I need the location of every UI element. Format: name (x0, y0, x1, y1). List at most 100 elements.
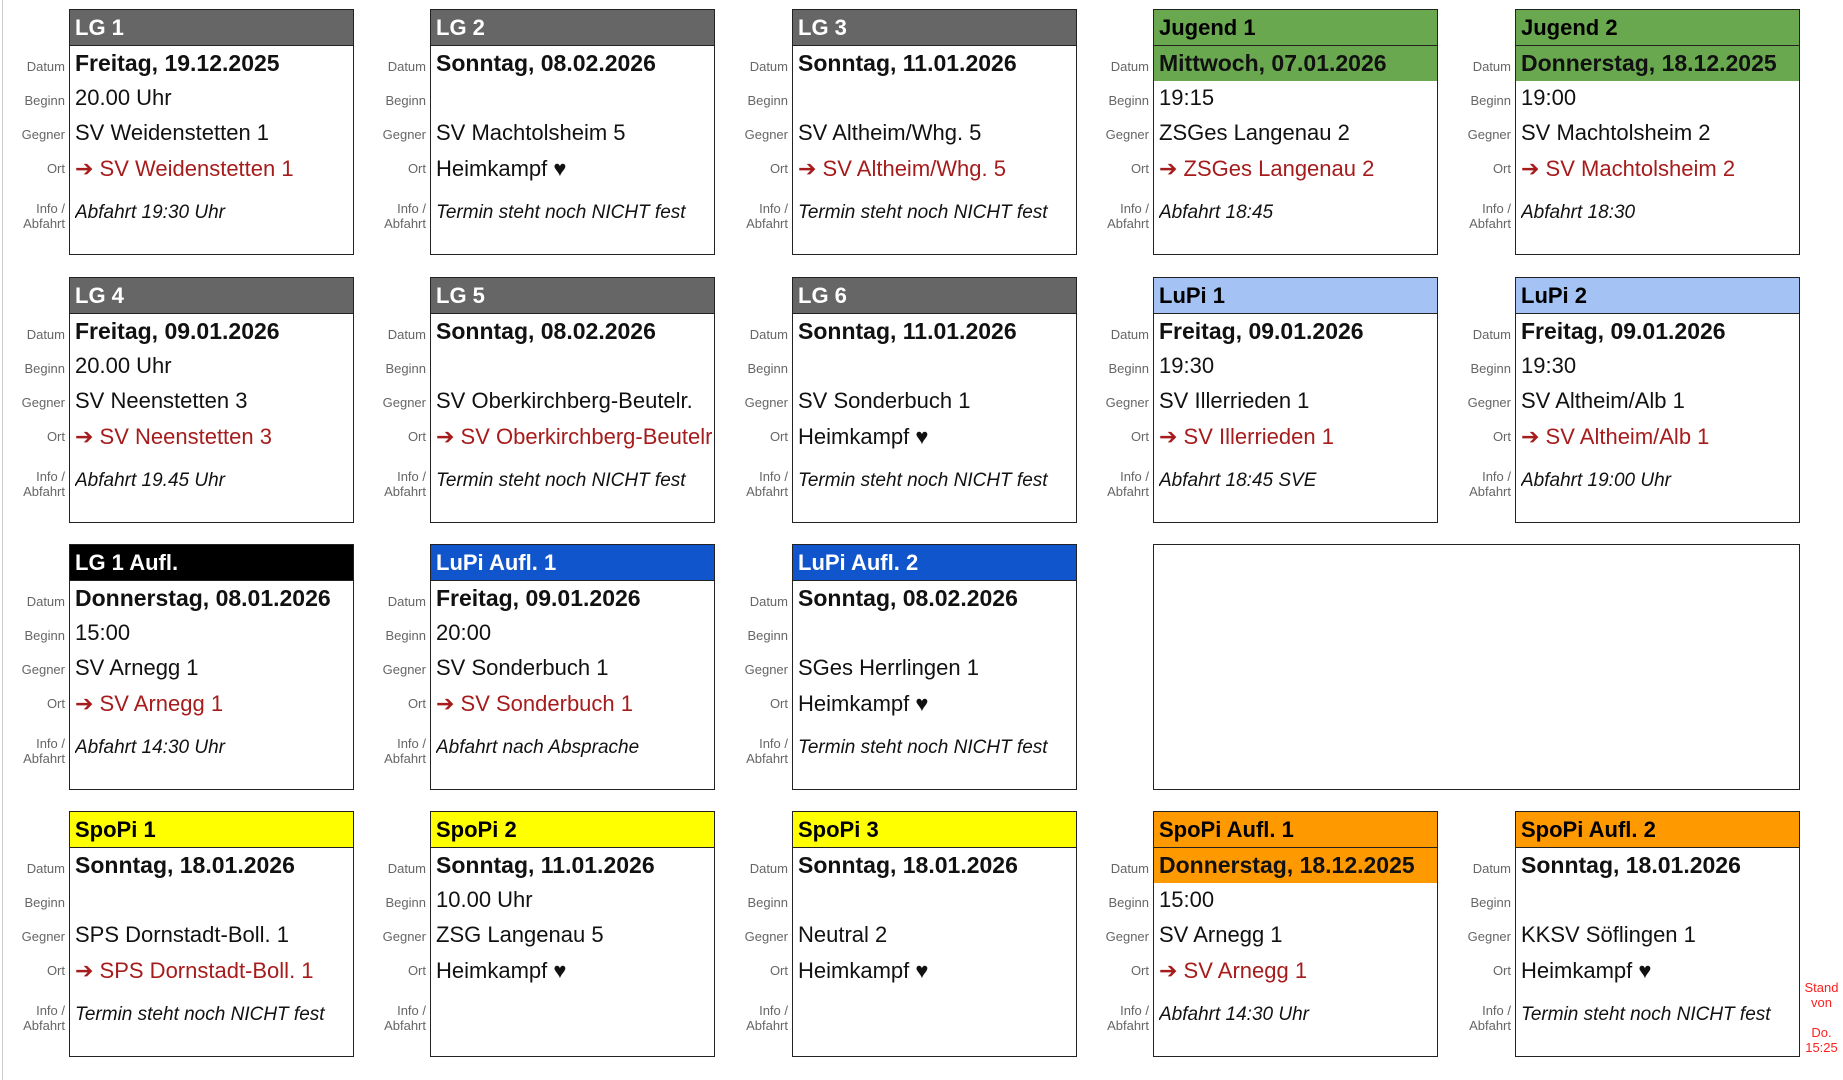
match-card: LG 4 Freitag, 09.01.2026 20.00 Uhr SV Neens… (69, 277, 354, 523)
card-title: LG 5 (431, 278, 714, 314)
date-highlight (1516, 46, 1799, 81)
label-beginn: Beginn (1470, 93, 1511, 108)
match-opponent: Neutral 2 (798, 922, 888, 947)
label-info2: Abfahrt (23, 216, 65, 231)
match-info: Abfahrt 19:30 Uhr (75, 202, 225, 223)
label-info2: Abfahrt (384, 751, 426, 766)
match-date: Freitag, 09.01.2026 (1521, 318, 1726, 344)
match-date: Sonntag, 11.01.2026 (798, 318, 1017, 344)
match-date: Sonntag, 08.02.2026 (436, 318, 656, 344)
match-date: Freitag, 09.01.2026 (436, 585, 641, 611)
match-info: Abfahrt 18:30 (1521, 202, 1636, 223)
left-border (2, 0, 3, 1080)
match-begin: 15:00 (1159, 887, 1215, 912)
label-gegner: Gegner (744, 127, 788, 142)
row-labels: Datum Beginn Gegner Ort Info / Abfahrt (724, 277, 788, 523)
label-info2: Abfahrt (384, 216, 426, 231)
match-begin: 19:30 (1521, 353, 1577, 378)
row-labels: Datum Beginn Gegner Ort Info / Abfahrt (724, 544, 788, 790)
row-labels: Datum Beginn Gegner Ort Info / Abfahrt (1, 544, 65, 790)
match-info: Termin steht noch NICHT fest (436, 202, 686, 223)
match-opponent: SV Machtolsheim 2 (1521, 120, 1711, 145)
match-location: Heimkampf ♥ (798, 958, 929, 983)
label-gegner: Gegner (1105, 395, 1149, 410)
label-datum: Datum (26, 861, 65, 876)
match-begin: 15:00 (75, 620, 131, 645)
label-info2: Abfahrt (1469, 484, 1511, 499)
label-gegner: Gegner (382, 929, 426, 944)
match-location: ➔ SV Altheim/Alb 1 (1521, 424, 1710, 449)
match-info: Abfahrt 14:30 Uhr (75, 737, 225, 758)
row-labels: Datum Beginn Gegner Ort Info / Abfahrt (1447, 9, 1511, 255)
match-info: Abfahrt 19.45 Uhr (75, 470, 225, 491)
card-title: LuPi 1 (1154, 278, 1437, 314)
label-info1: Info / (36, 736, 65, 751)
label-info1: Info / (1482, 469, 1511, 484)
card-title: LuPi Aufl. 2 (793, 545, 1076, 581)
label-info2: Abfahrt (1107, 1018, 1149, 1033)
row-labels: Datum Beginn Gegner Ort Info / Abfahrt (362, 544, 426, 790)
label-ort: Ort (769, 161, 788, 176)
label-gegner: Gegner (382, 127, 426, 142)
label-datum: Datum (1472, 59, 1511, 74)
match-date: Sonntag, 11.01.2026 (798, 50, 1017, 76)
label-info2: Abfahrt (384, 1018, 426, 1033)
match-info: Termin steht noch NICHT fest (436, 470, 686, 491)
label-datum: Datum (749, 594, 788, 609)
label-gegner: Gegner (744, 395, 788, 410)
label-gegner: Gegner (21, 929, 65, 944)
match-opponent: SGes Herrlingen 1 (798, 655, 979, 680)
card-title: LuPi Aufl. 1 (431, 545, 714, 581)
match-card: LuPi Aufl. 2 Sonntag, 08.02.2026 SGes Herr… (792, 544, 1077, 790)
label-ort: Ort (769, 963, 788, 978)
label-beginn: Beginn (1470, 895, 1511, 910)
match-card: SpoPi Aufl. 1 Donnerstag, 18.12.2025 15:00… (1153, 811, 1438, 1057)
label-ort: Ort (1130, 429, 1149, 444)
label-ort: Ort (407, 429, 426, 444)
match-date: Donnerstag, 18.12.2025 (1521, 50, 1777, 76)
label-gegner: Gegner (382, 662, 426, 677)
label-info2: Abfahrt (1107, 484, 1149, 499)
card-title: LuPi 2 (1516, 278, 1799, 314)
label-gegner: Gegner (21, 127, 65, 142)
match-location: ➔ SV Machtolsheim 2 (1521, 156, 1736, 181)
match-begin: 19:30 (1159, 353, 1215, 378)
match-opponent: SV Altheim/Whg. 5 (798, 120, 982, 145)
label-info1: Info / (36, 469, 65, 484)
match-opponent: SV Illerrieden 1 (1159, 388, 1310, 413)
match-location: ➔ SV Weidenstetten 1 (75, 156, 294, 181)
match-card: LuPi Aufl. 1 Freitag, 09.01.2026 20:00 SV S… (430, 544, 715, 790)
label-datum: Datum (749, 327, 788, 342)
label-beginn: Beginn (24, 361, 65, 376)
label-info2: Abfahrt (23, 1018, 65, 1033)
match-location: ➔ ZSGes Langenau 2 (1159, 156, 1375, 181)
match-card: LuPi 2 Freitag, 09.01.2026 19:30 SV Altheim… (1515, 277, 1800, 523)
match-location: ➔ SV Neenstetten 3 (75, 424, 272, 449)
label-gegner: Gegner (1467, 929, 1511, 944)
match-opponent: SPS Dornstadt-Boll. 1 (75, 922, 289, 947)
row-labels: Datum Beginn Gegner Ort Info / Abfahrt (1447, 811, 1511, 1057)
match-location: ➔ SV Arnegg 1 (1159, 958, 1308, 983)
match-date: Mittwoch, 07.01.2026 (1159, 50, 1387, 76)
label-datum: Datum (387, 327, 426, 342)
match-info: Termin steht noch NICHT fest (798, 202, 1048, 223)
match-opponent: SV Sonderbuch 1 (436, 655, 609, 680)
match-location: ➔ SV Illerrieden 1 (1159, 424, 1334, 449)
label-ort: Ort (769, 429, 788, 444)
match-info: Abfahrt 18:45 SVE (1159, 470, 1317, 491)
row-labels: Datum Beginn Gegner Ort Info / Abfahrt (1085, 277, 1149, 523)
label-beginn: Beginn (24, 628, 65, 643)
match-location: ➔ SV Sonderbuch 1 (436, 691, 634, 716)
label-ort: Ort (407, 161, 426, 176)
label-info1: Info / (759, 736, 788, 751)
row-labels: Datum Beginn Gegner Ort Info / Abfahrt (1447, 277, 1511, 523)
label-beginn: Beginn (747, 895, 788, 910)
match-info: Abfahrt 14:30 Uhr (1159, 1004, 1309, 1025)
row-labels: Datum Beginn Gegner Ort Info / Abfahrt (1085, 811, 1149, 1057)
label-ort: Ort (1492, 161, 1511, 176)
label-gegner: Gegner (1105, 127, 1149, 142)
match-location: Heimkampf ♥ (798, 424, 929, 449)
match-location: Heimkampf ♥ (1521, 958, 1652, 983)
match-date: Sonntag, 18.01.2026 (798, 852, 1018, 878)
label-ort: Ort (769, 696, 788, 711)
